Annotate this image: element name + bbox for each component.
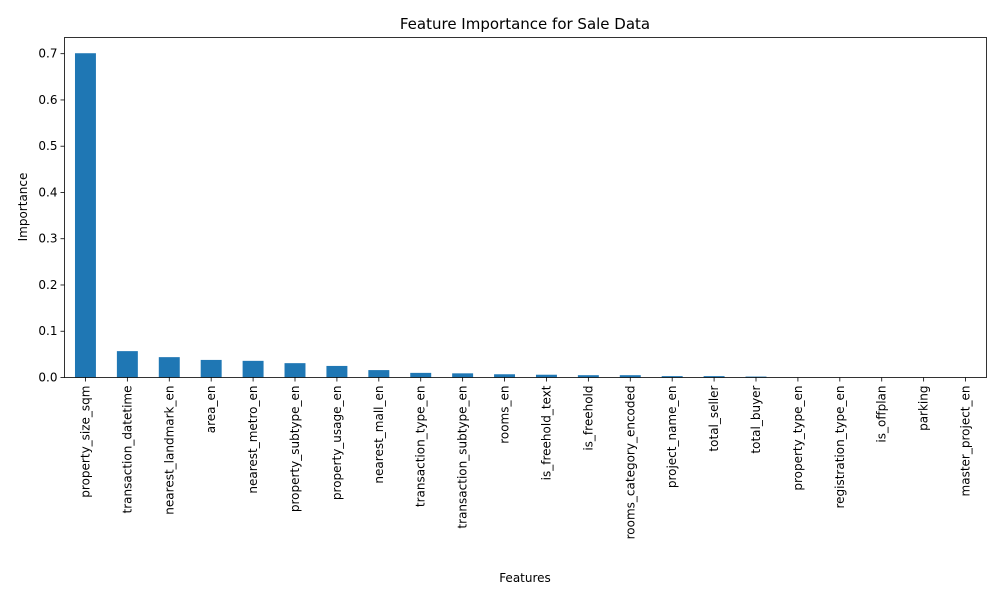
x-tick-label: nearest_metro_en bbox=[246, 386, 260, 494]
bars-group bbox=[74, 53, 767, 378]
x-tick-label: total_buyer bbox=[749, 385, 763, 453]
x-tick-label: area_en bbox=[204, 386, 218, 434]
x-tick-label: project_name_en bbox=[665, 386, 679, 489]
x-tick-label: property_subtype_en bbox=[288, 386, 302, 513]
y-axis-label: Importance bbox=[16, 173, 30, 242]
bar-is-freehold bbox=[577, 375, 599, 378]
chart-title: Feature Importance for Sale Data bbox=[400, 15, 650, 33]
x-tick-label: transaction_type_en bbox=[414, 386, 428, 508]
y-axis: 0.0 0.1 0.2 0.3 0.4 0.5 0.6 0.7 bbox=[38, 47, 65, 385]
bar-property-subtype-en bbox=[284, 363, 306, 378]
bar-total-seller bbox=[703, 376, 725, 378]
y-tick-label: 0.3 bbox=[38, 232, 57, 246]
bar-property-size-sqm bbox=[74, 53, 96, 378]
bar-nearest-metro-en bbox=[242, 360, 264, 378]
y-tick-label: 0.6 bbox=[38, 93, 57, 107]
bar-project-name-en bbox=[661, 376, 683, 378]
bar-rooms-en bbox=[494, 374, 516, 378]
x-tick-label: parking bbox=[917, 386, 931, 431]
bar-transaction-datetime bbox=[116, 351, 138, 378]
x-tick-label: is_freehold bbox=[581, 386, 595, 451]
y-tick-label: 0.4 bbox=[38, 185, 57, 199]
y-tick-label: 0.2 bbox=[38, 278, 57, 292]
bar-total-buyer bbox=[745, 376, 767, 378]
y-tick-label: 0.0 bbox=[38, 371, 57, 385]
bar-is-freehold-text bbox=[535, 374, 557, 378]
bar-nearest-mall-en bbox=[368, 370, 390, 378]
bar-area-en bbox=[200, 359, 222, 378]
x-tick-label: transaction_datetime bbox=[120, 386, 134, 514]
x-tick-label: property_usage_en bbox=[330, 386, 344, 501]
x-axis-label: Features bbox=[499, 571, 551, 585]
x-tick-label: total_seller bbox=[707, 385, 721, 451]
x-tick-label: nearest_landmark_en bbox=[162, 386, 176, 515]
bar-transaction-type-en bbox=[410, 372, 432, 378]
x-tick-label: registration_type_en bbox=[833, 386, 847, 509]
y-tick-label: 0.7 bbox=[38, 47, 57, 61]
bar-rooms-category-encoded bbox=[619, 375, 641, 378]
x-tick-label: is_offplan bbox=[875, 386, 889, 443]
x-tick-label: rooms_en bbox=[498, 386, 512, 444]
y-tick-label: 0.1 bbox=[38, 324, 57, 338]
x-tick-label: rooms_category_encoded bbox=[623, 386, 637, 540]
x-tick-label: transaction_subtype_en bbox=[456, 386, 470, 529]
x-tick-label: nearest_mall_en bbox=[372, 386, 386, 484]
x-axis: property_size_sqm transaction_datetime nea… bbox=[78, 377, 973, 540]
x-tick-label: is_freehold_text bbox=[539, 385, 553, 480]
bar-nearest-landmark-en bbox=[158, 357, 180, 378]
bar-property-usage-en bbox=[326, 365, 348, 378]
x-tick-label: property_type_en bbox=[791, 386, 805, 491]
x-tick-label: property_size_sqm bbox=[78, 386, 92, 498]
plot-frame bbox=[64, 37, 987, 378]
x-tick-label: master_project_en bbox=[959, 386, 973, 497]
bar-transaction-subtype-en bbox=[452, 373, 474, 378]
y-tick-label: 0.5 bbox=[38, 139, 57, 153]
